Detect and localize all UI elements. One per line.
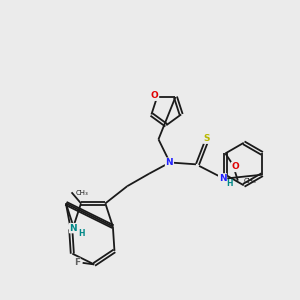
Text: S: S — [204, 134, 210, 143]
Text: CH₃: CH₃ — [244, 178, 256, 184]
Text: H: H — [78, 229, 85, 238]
Text: N: N — [219, 174, 226, 183]
Text: F: F — [74, 258, 80, 267]
Text: O: O — [232, 162, 239, 171]
Text: CH₃: CH₃ — [76, 190, 88, 196]
Text: N: N — [166, 158, 173, 167]
Text: O: O — [151, 91, 158, 100]
Text: H: H — [226, 178, 233, 188]
Text: N: N — [70, 224, 77, 232]
